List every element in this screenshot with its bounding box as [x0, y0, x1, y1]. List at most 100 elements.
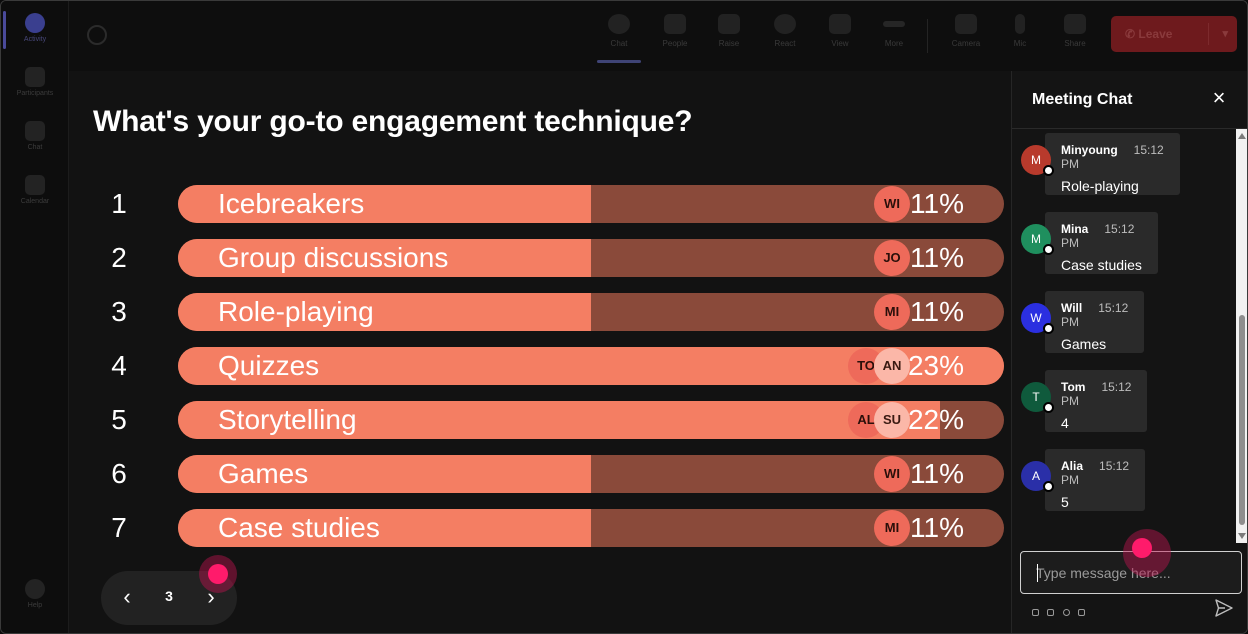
toolbar-react-button[interactable]: React — [759, 11, 811, 61]
scroll-down-icon[interactable] — [1238, 533, 1246, 539]
voter-avatar: JO — [874, 240, 910, 276]
rail-item-label: Chat — [27, 144, 43, 151]
chat-icon — [608, 14, 630, 34]
message-header: Tom 15:12 PM — [1061, 380, 1131, 408]
poll-option-bar: Storytelling AL SU 22% — [178, 401, 1004, 439]
chevron-left-icon[interactable]: ‹ — [123, 584, 131, 609]
presence-status-icon — [1043, 165, 1054, 176]
poll-option-label: Games — [218, 458, 309, 489]
rail-item-calendar[interactable]: Calendar — [1, 175, 69, 205]
presence-status-icon — [1043, 244, 1054, 255]
avatar[interactable]: M — [1021, 145, 1054, 176]
toolbar-more-button[interactable]: More — [868, 11, 920, 61]
poll-option-fill — [178, 455, 591, 493]
toolbar-chat-button[interactable]: Chat — [593, 11, 645, 63]
message-bubble[interactable]: Tom 15:12 PM 4 — [1045, 370, 1148, 432]
format-toolbar — [1032, 603, 1089, 616]
poll-option-percent: 11% — [910, 458, 964, 489]
poll-option-rank: 4 — [111, 350, 127, 381]
poll-option-percent: 11% — [910, 512, 964, 543]
presence-status-icon — [1043, 481, 1054, 492]
toolbar-raise-button[interactable]: Raise — [703, 11, 755, 61]
message-bubble[interactable]: Will 15:12 PM Games — [1045, 291, 1145, 353]
sender-name: Mina — [1061, 222, 1089, 236]
rail-item-help[interactable]: Help — [1, 579, 69, 609]
left-rail: Activity Participants Chat Calendar Help — [1, 1, 69, 633]
poll-option-row: 6 Games WI 11% — [69, 455, 1011, 493]
poll-option-rank: 1 — [111, 188, 127, 219]
sender-name: Tom — [1061, 380, 1086, 394]
poll-option-percent: 22% — [907, 404, 964, 435]
send-icon[interactable] — [1214, 599, 1234, 617]
toolbar-button-label: More — [884, 39, 904, 48]
poll-title: What's your go-to engagement technique? — [93, 105, 693, 138]
voter-avatar: WI — [874, 186, 910, 222]
camera-icon — [955, 14, 977, 34]
toolbar-mic-button[interactable]: Mic — [994, 11, 1046, 61]
grid-icon — [829, 14, 851, 34]
poll-option-bar: Case studies MI 11% — [178, 509, 1004, 547]
presence-status-icon — [1043, 323, 1054, 334]
chat-title: Meeting Chat — [1032, 91, 1133, 108]
chevron-down-icon[interactable]: ▾ — [1222, 28, 1228, 40]
smile-icon — [774, 14, 796, 34]
avatar[interactable]: W — [1021, 303, 1054, 334]
toolbar-share-button[interactable]: Share — [1049, 11, 1101, 61]
message-bubble[interactable]: Alia 15:12 PM 5 — [1045, 449, 1146, 511]
leave-button[interactable]: ✆ Leave ▾ — [1111, 16, 1237, 52]
hand-icon — [718, 14, 740, 34]
close-icon[interactable]: × — [1212, 85, 1226, 110]
share-icon — [1064, 14, 1086, 34]
toolbar-camera-button[interactable]: Camera — [940, 11, 992, 61]
avatar[interactable]: A — [1021, 461, 1054, 492]
message-time: 15:12 PM — [1061, 301, 1129, 329]
calendar-icon — [25, 175, 45, 195]
poll-option-rank: 3 — [111, 296, 127, 327]
sender-name: Minyoung — [1061, 143, 1118, 157]
rail-item-chat[interactable]: Chat — [1, 121, 69, 151]
rail-active-indicator — [3, 11, 6, 49]
chat-scrollbar[interactable] — [1236, 129, 1247, 543]
poll-option-label: Quizzes — [218, 350, 320, 381]
toolbar-view-button[interactable]: View — [814, 11, 866, 61]
click-indicator — [1123, 529, 1171, 577]
format-text-icon[interactable] — [1032, 609, 1039, 616]
poll-option-percent: 23% — [907, 350, 964, 381]
rail-item-participants[interactable]: Participants — [1, 67, 69, 97]
shield-icon[interactable] — [87, 25, 107, 45]
poll-option-bar: Group discussions JO 11% — [178, 239, 1004, 277]
avatar-initial: T — [1032, 390, 1040, 404]
chat-header: Meeting Chat × — [1012, 71, 1247, 129]
poll-option-label: Storytelling — [218, 404, 357, 435]
poll-option-rank: 6 — [111, 458, 127, 489]
avatar[interactable]: T — [1021, 382, 1054, 413]
message-list[interactable]: Minyoung 15:12 PM Role-playing M Mina 15:12 P… — [1012, 129, 1237, 543]
message-bubble[interactable]: Minyoung 15:12 PM Role-playing — [1045, 133, 1180, 195]
people-icon — [664, 14, 686, 34]
avatar[interactable]: M — [1021, 224, 1054, 255]
message-input[interactable] — [1021, 552, 1241, 593]
voter-avatar: WI — [874, 456, 910, 492]
help-icon — [25, 579, 45, 599]
message-composer[interactable] — [1020, 551, 1242, 594]
chevron-right-icon[interactable]: › — [207, 584, 215, 609]
gif-icon[interactable] — [1078, 609, 1086, 616]
poll-option-bar: Role-playing MI 11% — [178, 293, 1004, 331]
emoji-icon[interactable] — [1062, 609, 1070, 616]
toolbar-people-button[interactable]: People — [649, 11, 701, 61]
scroll-up-icon[interactable] — [1238, 133, 1246, 139]
message-header: Mina 15:12 PM — [1061, 222, 1142, 250]
poll-option-rank: 7 — [111, 512, 127, 543]
poll-option-percent: 11% — [910, 188, 964, 219]
toolbar-button-label: View — [831, 39, 849, 48]
message-text: Role-playing — [1061, 178, 1139, 194]
poll-option-label: Role-playing — [218, 296, 374, 327]
rail-item-activity[interactable]: Activity — [1, 13, 69, 43]
poll-option-fill — [178, 239, 591, 277]
avatar-initial: A — [1031, 469, 1040, 483]
message-bubble[interactable]: Mina 15:12 PM Case studies — [1045, 212, 1158, 274]
attach-icon[interactable] — [1047, 609, 1055, 616]
scroll-thumb[interactable] — [1239, 315, 1245, 525]
page-number: 3 — [165, 588, 173, 604]
toolbar-button-label: People — [662, 39, 688, 48]
